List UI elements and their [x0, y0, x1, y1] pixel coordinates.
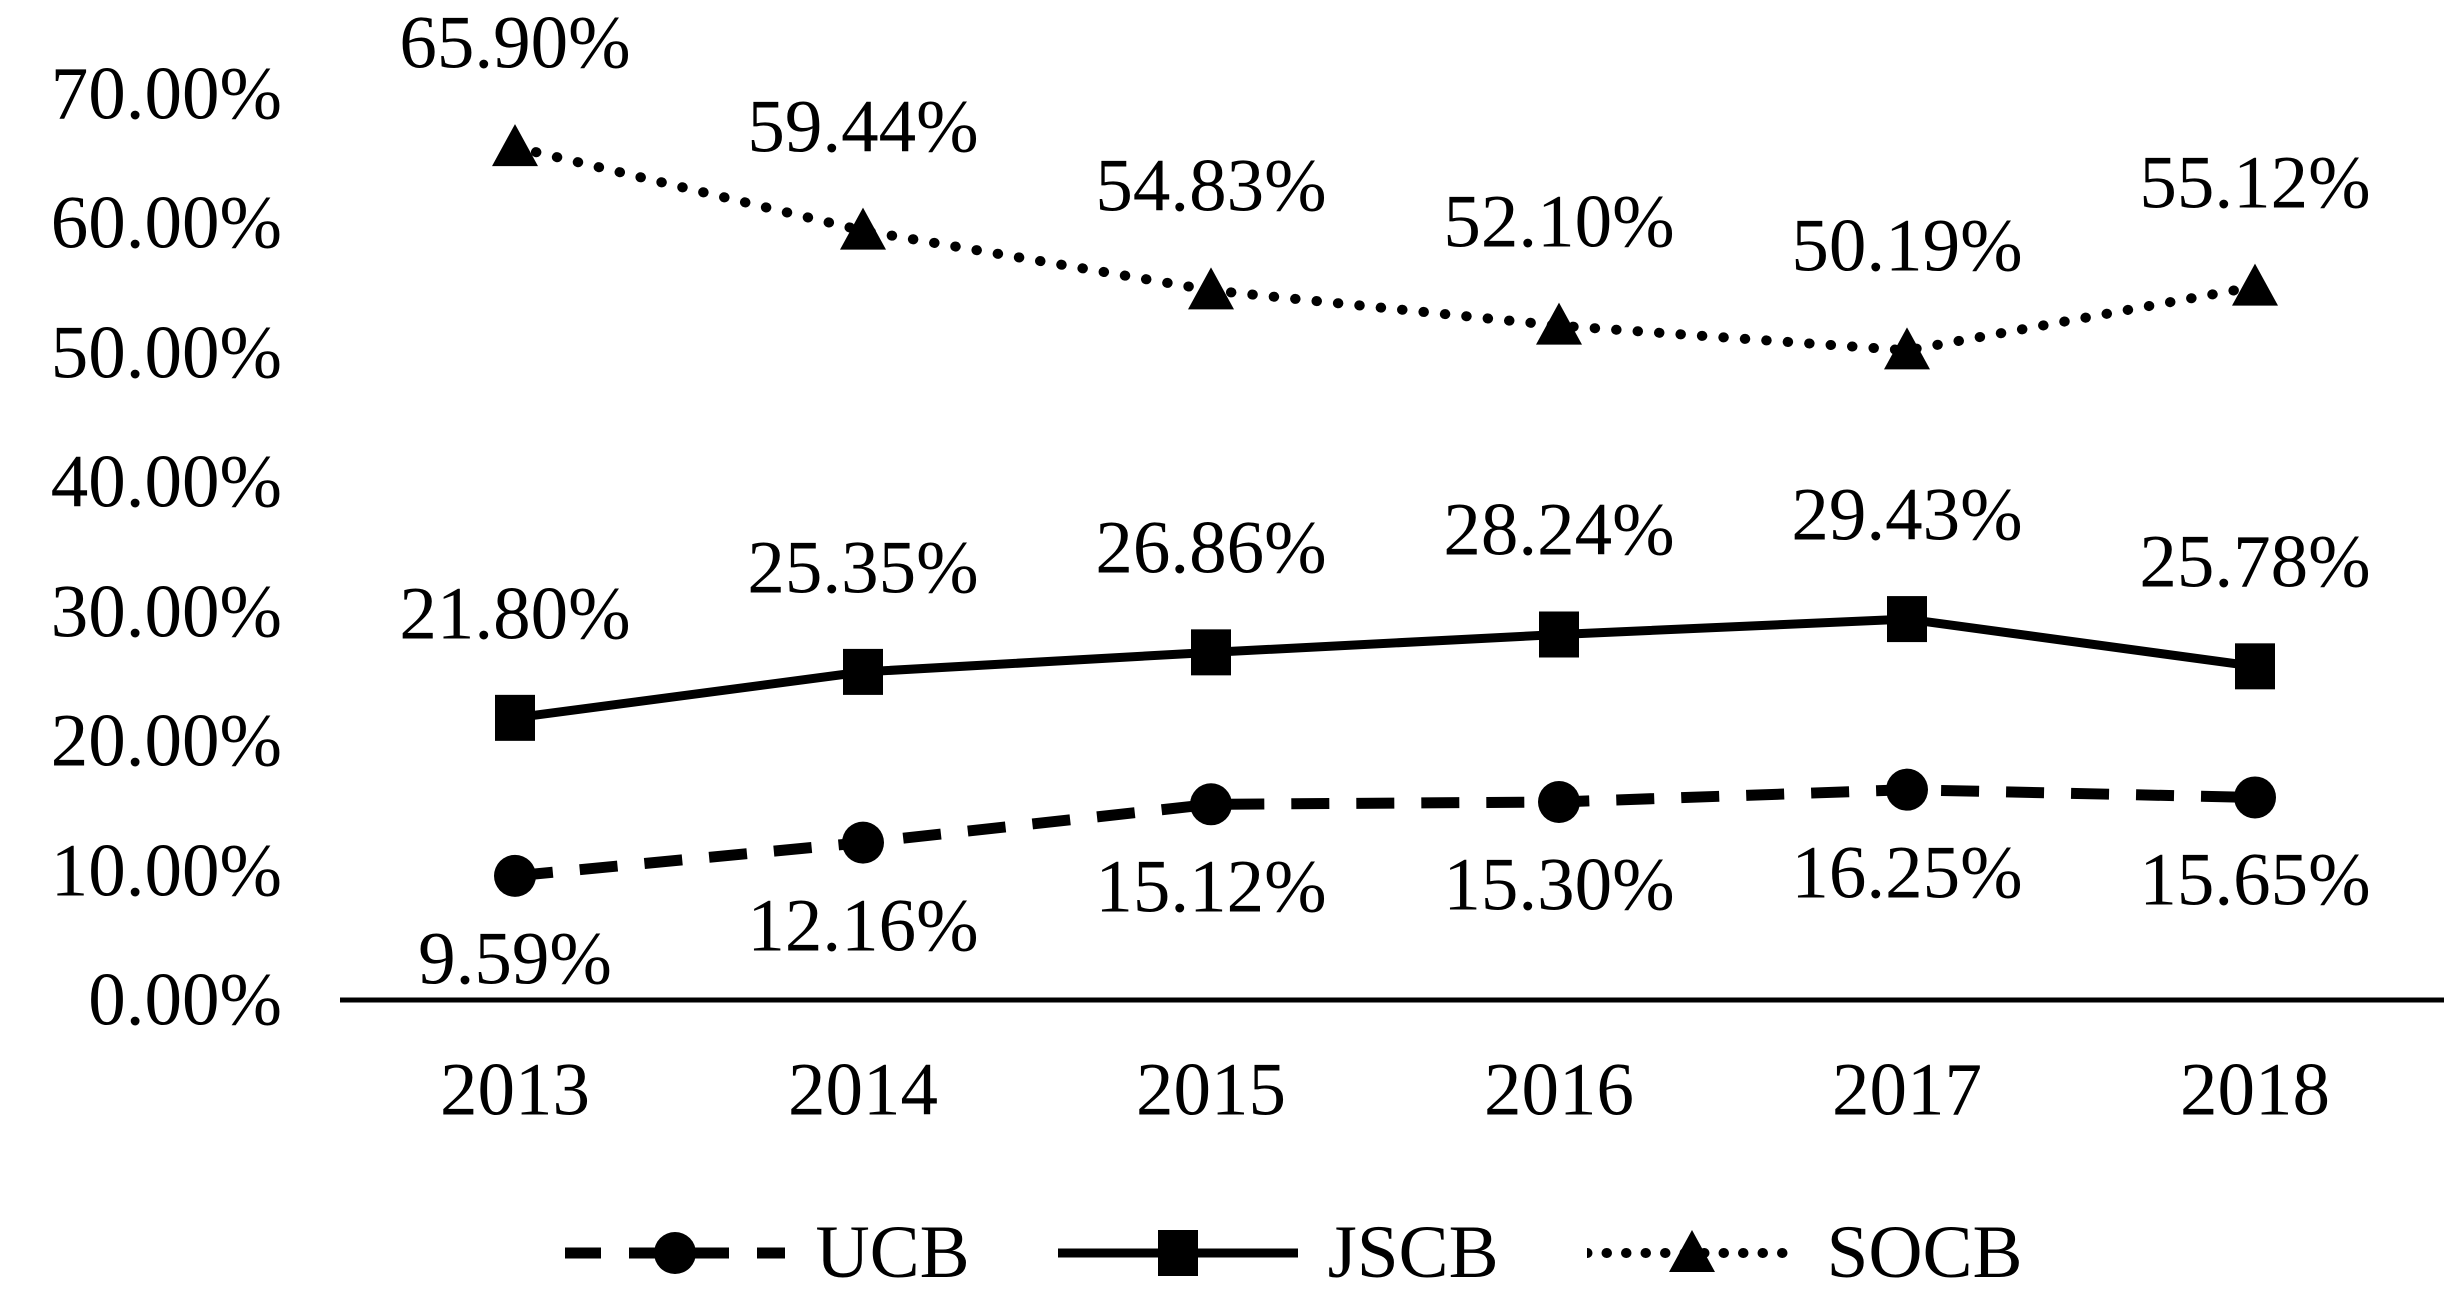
data-label-socb-2015: 54.83%: [1095, 144, 1327, 228]
jscb-marker-2015: [1191, 629, 1231, 676]
legend: UCB JSCB SOCB: [0, 1205, 2458, 1300]
y-tick-40: 40.00%: [50, 440, 282, 524]
legend-label-socb: SOCB: [1826, 1211, 2023, 1294]
legend-marker-jscb: [1157, 1229, 1198, 1276]
y-tick-70: 70.00%: [50, 52, 282, 136]
socb-marker-2018: [2232, 263, 2278, 306]
data-label-ucb-2014: 12.16%: [747, 884, 979, 968]
y-tick-10: 10.00%: [50, 829, 282, 913]
jscb-marker-2017: [1887, 596, 1927, 643]
x-tick-2013: 2013: [440, 1048, 590, 1132]
legend-marker-socb: [1668, 1229, 1715, 1272]
ucb-marker-2014: [842, 821, 884, 864]
data-label-socb-2018: 55.12%: [2139, 141, 2371, 225]
y-tick-30: 30.00%: [50, 570, 282, 654]
data-label-ucb-2015: 15.12%: [1095, 845, 1327, 929]
jscb-marker-2018: [2235, 643, 2275, 690]
y-tick-20: 20.00%: [50, 699, 282, 783]
socb-marker-2015: [1188, 267, 1234, 310]
y-tick-50: 50.00%: [50, 311, 282, 395]
legend-item-jscb: JSCB: [1057, 1205, 1499, 1300]
ucb-marker-2013: [494, 854, 536, 897]
x-tick-2014: 2014: [788, 1048, 938, 1132]
jscb-marker-2014: [843, 648, 883, 695]
socb-marker-2017: [1884, 327, 1930, 370]
ucb-marker-2017: [1886, 768, 1928, 811]
series-line-jscb: [514, 614, 2256, 723]
socb-marker-2014: [840, 207, 886, 250]
x-tick-2016: 2016: [1484, 1048, 1634, 1132]
legend-sample-ucb-circle-icon: [565, 1231, 786, 1274]
legend-label-ucb: UCB: [815, 1211, 970, 1294]
x-tick-2015: 2015: [1136, 1048, 1286, 1132]
jscb-marker-2016: [1539, 611, 1579, 658]
data-label-socb-2017: 50.19%: [1791, 204, 2023, 288]
legend-marker-ucb: [654, 1231, 697, 1274]
legend-item-ucb: UCB: [565, 1205, 970, 1300]
legend-sample-jscb-square-icon: [1057, 1229, 1298, 1276]
x-tick-2018: 2018: [2180, 1048, 2330, 1132]
x-tick-2017: 2017: [1832, 1048, 1982, 1132]
data-label-jscb-2018: 25.78%: [2139, 520, 2371, 604]
series-line-ucb: [514, 784, 2256, 882]
ucb-marker-2018: [2234, 776, 2276, 819]
legend-item-socb: SOCB: [1586, 1205, 2023, 1300]
data-label-ucb-2013: 9.59%: [418, 917, 612, 1001]
series-line-socb: [510, 142, 2260, 356]
data-label-ucb-2017: 16.25%: [1791, 831, 2023, 915]
socb-marker-2016: [1536, 302, 1582, 345]
data-label-jscb-2014: 25.35%: [747, 526, 979, 610]
y-tick-60: 60.00%: [50, 181, 282, 265]
data-label-jscb-2017: 29.43%: [1791, 473, 2023, 557]
data-label-jscb-2015: 26.86%: [1095, 506, 1327, 590]
ucb-marker-2016: [1538, 780, 1580, 823]
data-label-ucb-2018: 15.65%: [2139, 838, 2371, 922]
data-label-socb-2016: 52.10%: [1443, 180, 1675, 264]
data-label-socb-2014: 59.44%: [747, 85, 979, 169]
ucb-marker-2015: [1190, 783, 1232, 826]
legend-label-jscb: JSCB: [1327, 1211, 1499, 1294]
data-label-jscb-2013: 21.80%: [399, 572, 631, 656]
data-label-jscb-2016: 28.24%: [1443, 488, 1675, 572]
y-tick-0: 0.00%: [88, 958, 282, 1042]
data-label-ucb-2016: 15.30%: [1443, 843, 1675, 927]
legend-sample-socb-triangle-icon: [1586, 1229, 1797, 1272]
jscb-marker-2013: [495, 694, 535, 741]
socb-marker-2013: [492, 124, 538, 167]
data-label-socb-2013: 65.90%: [399, 1, 631, 85]
